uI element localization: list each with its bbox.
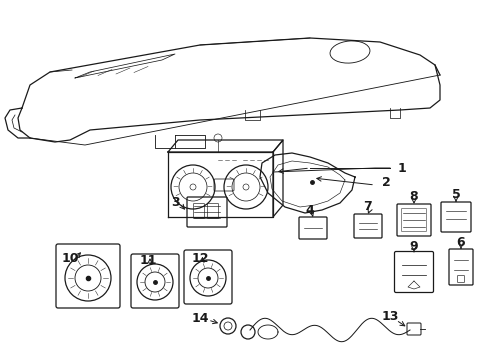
Text: 14: 14 — [191, 311, 208, 324]
Text: 7: 7 — [363, 199, 372, 212]
Text: 13: 13 — [381, 310, 398, 323]
Text: 11: 11 — [139, 253, 157, 266]
Text: 4: 4 — [305, 203, 314, 216]
Text: 3: 3 — [170, 195, 179, 208]
Text: 2: 2 — [381, 176, 390, 189]
Text: 5: 5 — [451, 189, 459, 202]
Text: 6: 6 — [456, 235, 465, 248]
Text: 1: 1 — [397, 162, 406, 175]
Text: 10: 10 — [61, 252, 79, 265]
Text: 8: 8 — [409, 189, 417, 202]
Text: 9: 9 — [409, 239, 417, 252]
Text: 12: 12 — [191, 252, 208, 265]
